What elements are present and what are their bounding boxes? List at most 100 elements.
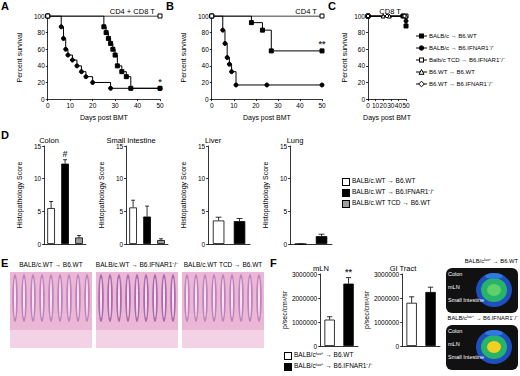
- svg-text:mLN: mLN: [313, 264, 329, 273]
- svg-text:0: 0: [210, 102, 214, 109]
- html-text:F: F: [270, 257, 277, 269]
- svg-text:2000000: 2000000: [374, 295, 400, 302]
- svg-text:CD4 T: CD4 T: [295, 7, 317, 16]
- svg-text:30: 30: [111, 102, 119, 109]
- svg-text:80: 80: [358, 29, 366, 36]
- svg-text:100: 100: [354, 13, 365, 20]
- html-text:BALB/c.WT → B6.WT: BALB/c.WT → B6.WT: [352, 177, 416, 184]
- svg-text:15: 15: [279, 142, 288, 150]
- html-text:BALB/c.WT → B6.WT: BALB/c.WT → B6.WT: [19, 261, 83, 268]
- svg-text:CD8 T: CD8 T: [379, 7, 401, 16]
- svg-text:30: 30: [387, 102, 395, 109]
- html-text:BALB/c.WT TCD → B6.WT: BALB/c.WT TCD → B6.WT: [183, 261, 263, 268]
- svg-text:20: 20: [380, 102, 388, 109]
- svg-text:1000000: 1000000: [292, 319, 318, 326]
- svg-text:CD4 + CD8 T: CD4 + CD8 T: [110, 7, 156, 16]
- svg-text:Small Intestine: Small Intestine: [106, 136, 155, 145]
- svg-text:5: 5: [202, 208, 206, 215]
- html-text:C: C: [328, 0, 336, 12]
- svg-text:0: 0: [46, 102, 50, 109]
- svg-text:Histopathology Score: Histopathology Score: [262, 162, 270, 229]
- svg-text:p/sec/cm²/sr: p/sec/cm²/sr: [281, 290, 289, 329]
- html-text:BALB/c.WT → B6.IFNAR1⁻/⁻: BALB/c.WT → B6.IFNAR1⁻/⁻: [352, 188, 435, 195]
- svg-text:40: 40: [38, 62, 46, 69]
- html-text:E: E: [1, 257, 9, 269]
- svg-text:0: 0: [396, 343, 400, 350]
- svg-text:0: 0: [361, 96, 365, 103]
- svg-text:Histopathology Score: Histopathology Score: [16, 162, 24, 229]
- html-text:BALB/c.WT TCD → B6.WT: BALB/c.WT TCD → B6.WT: [352, 199, 431, 206]
- svg-text:Histopathology Score: Histopathology Score: [180, 162, 188, 229]
- svg-text:Histopathology Score: Histopathology Score: [98, 162, 106, 229]
- svg-text:30: 30: [274, 102, 282, 109]
- svg-text:5: 5: [120, 208, 124, 215]
- svg-text:40: 40: [358, 62, 366, 69]
- svg-text:0: 0: [366, 102, 370, 109]
- html-text:BALB/cˡᵘᶜ⁺ → B6.WT: BALB/cˡᵘᶜ⁺ → B6.WT: [294, 351, 354, 358]
- svg-text:Lung: Lung: [287, 136, 304, 145]
- html-text:BALB/cˡᵘᶜ⁺ → B6.IFNAR1⁻/⁻: BALB/cˡᵘᶜ⁺ → B6.IFNAR1⁻/⁻: [294, 362, 373, 369]
- svg-text:0: 0: [38, 241, 42, 248]
- svg-text:80: 80: [202, 29, 210, 36]
- svg-text:2000000: 2000000: [292, 295, 318, 302]
- svg-text:p/sec/cm²/sr: p/sec/cm²/sr: [363, 290, 371, 329]
- svg-text:10: 10: [116, 175, 124, 182]
- svg-text:60: 60: [358, 46, 366, 53]
- svg-text:60: 60: [202, 46, 210, 53]
- svg-text:Days post BMT: Days post BMT: [80, 114, 129, 122]
- svg-text:20: 20: [252, 102, 260, 109]
- svg-text:**: **: [345, 267, 353, 277]
- svg-text:20: 20: [89, 102, 97, 109]
- svg-text:80: 80: [38, 29, 46, 36]
- svg-text:10: 10: [230, 102, 238, 109]
- html-text:B: B: [166, 0, 174, 12]
- svg-text:Percent survival: Percent survival: [16, 32, 23, 82]
- svg-text:3000000: 3000000: [291, 270, 318, 278]
- svg-text:0: 0: [202, 241, 206, 248]
- svg-text:Percent survival: Percent survival: [341, 32, 348, 82]
- svg-text:*: *: [158, 77, 162, 87]
- svg-text:Days post BMT: Days post BMT: [243, 114, 292, 122]
- svg-text:1000000: 1000000: [374, 319, 400, 326]
- svg-text:20: 20: [202, 79, 210, 86]
- svg-text:100: 100: [198, 13, 209, 20]
- html-text:A: A: [1, 0, 9, 12]
- svg-text:10: 10: [198, 175, 206, 182]
- svg-text:0: 0: [205, 96, 209, 103]
- svg-text:5: 5: [284, 208, 288, 215]
- svg-text:GI Tract: GI Tract: [390, 264, 418, 273]
- svg-text:Liver: Liver: [205, 136, 222, 145]
- svg-text:15: 15: [197, 142, 206, 150]
- svg-text:40: 40: [134, 102, 142, 109]
- svg-text:**: **: [318, 39, 326, 49]
- svg-text:40: 40: [202, 62, 210, 69]
- svg-text:40: 40: [296, 102, 304, 109]
- svg-text:15: 15: [115, 142, 124, 150]
- svg-text:20: 20: [38, 79, 46, 86]
- svg-text:10: 10: [34, 175, 42, 182]
- svg-text:Colon: Colon: [39, 136, 59, 145]
- svg-text:0: 0: [41, 96, 45, 103]
- html-text:D: D: [1, 129, 9, 141]
- svg-text:40: 40: [395, 102, 403, 109]
- svg-text:10: 10: [280, 175, 288, 182]
- svg-text:3000000: 3000000: [373, 270, 400, 278]
- svg-text:5: 5: [38, 208, 42, 215]
- svg-text:10: 10: [67, 102, 75, 109]
- svg-text:50: 50: [318, 102, 326, 109]
- svg-text:60: 60: [38, 46, 46, 53]
- html-text:BALB/c.WT → B6.IFNAR1⁻/⁻: BALB/c.WT → B6.IFNAR1⁻/⁻: [95, 261, 179, 268]
- svg-text:10: 10: [372, 102, 380, 109]
- svg-text:50: 50: [402, 102, 410, 109]
- svg-text:0: 0: [120, 241, 124, 248]
- html-text:BALB/c → B6.WT: BALB/c → B6.WT: [429, 33, 477, 39]
- svg-text:0: 0: [314, 343, 318, 350]
- svg-text:Percent survival: Percent survival: [180, 32, 187, 82]
- svg-text:100: 100: [34, 13, 45, 20]
- svg-text:#: #: [63, 149, 68, 159]
- svg-text:Days post BMT: Days post BMT: [363, 114, 412, 122]
- svg-text:15: 15: [33, 142, 42, 150]
- svg-text:50: 50: [156, 102, 164, 109]
- svg-text:0: 0: [284, 241, 288, 248]
- svg-text:20: 20: [358, 79, 366, 86]
